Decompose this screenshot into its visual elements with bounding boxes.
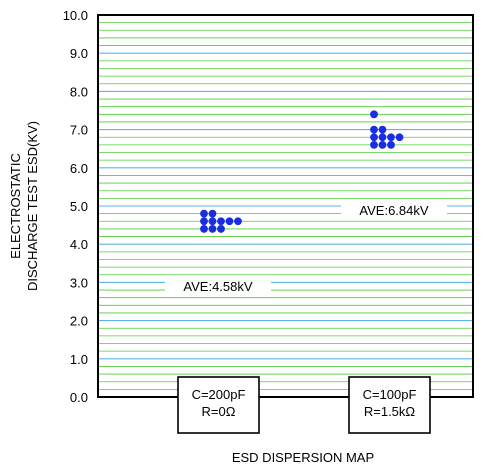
data-point <box>217 225 225 233</box>
plot-frame <box>97 14 474 398</box>
data-point <box>217 217 225 226</box>
condition-box <box>177 376 260 434</box>
y-tick-label: 1.0 <box>70 352 88 367</box>
condition-box <box>348 376 431 434</box>
annotations: AVE:4.58kV AVE:6.84kV <box>165 200 447 296</box>
data-point <box>378 133 387 142</box>
data-point <box>208 217 217 226</box>
y-tick-label: 5.0 <box>70 199 88 214</box>
data-point <box>370 110 378 119</box>
y-tick-labels: 0.0 1.0 2.0 3.0 4.0 5.0 6.0 7.0 8.0 9.0 10.0 <box>63 8 88 405</box>
data-points <box>200 110 404 233</box>
condition-label: R=1.5kΩ <box>364 404 416 419</box>
data-point <box>225 217 234 226</box>
condition-label: C=200pF <box>192 387 246 402</box>
data-point <box>387 140 395 149</box>
y-tick-label: 3.0 <box>70 275 88 290</box>
condition-label: C=100pF <box>363 387 417 402</box>
data-point <box>370 133 378 142</box>
y-tick-label: 6.0 <box>70 161 88 176</box>
data-point <box>200 225 208 233</box>
condition-boxes: C=200pF R=0Ω C=100pF R=1.5kΩ <box>177 376 431 434</box>
data-point <box>200 209 208 218</box>
y-axis-label-line-1: ELECTROSTATIC <box>8 153 23 259</box>
data-point <box>370 140 378 149</box>
data-point <box>208 209 217 218</box>
y-tick-label: 10.0 <box>63 8 88 23</box>
grid-lines <box>98 22 473 390</box>
condition-label: R=0Ω <box>202 404 236 419</box>
data-point <box>395 133 404 142</box>
data-point <box>370 125 378 134</box>
data-point <box>378 140 387 149</box>
data-point <box>387 133 395 142</box>
average-label: AVE:6.84kV <box>359 203 428 218</box>
average-label-bg <box>165 276 271 296</box>
y-axis-label-line-2: DISCHARGE TEST ESD(KV) <box>25 121 40 291</box>
x-axis-label: ESD DISPERSION MAP <box>232 450 374 465</box>
y-tick-label: 0.0 <box>70 390 88 405</box>
average-label-bg <box>341 200 447 220</box>
data-point <box>378 125 387 134</box>
average-label: AVE:4.58kV <box>183 279 252 294</box>
data-point <box>208 225 217 233</box>
y-tick-label: 8.0 <box>70 84 88 99</box>
data-point <box>234 217 242 226</box>
y-tick-label: 7.0 <box>70 123 88 138</box>
y-tick-label: 9.0 <box>70 46 88 61</box>
y-tick-label: 2.0 <box>70 314 88 329</box>
y-tick-label: 4.0 <box>70 237 88 252</box>
data-point <box>200 217 208 226</box>
